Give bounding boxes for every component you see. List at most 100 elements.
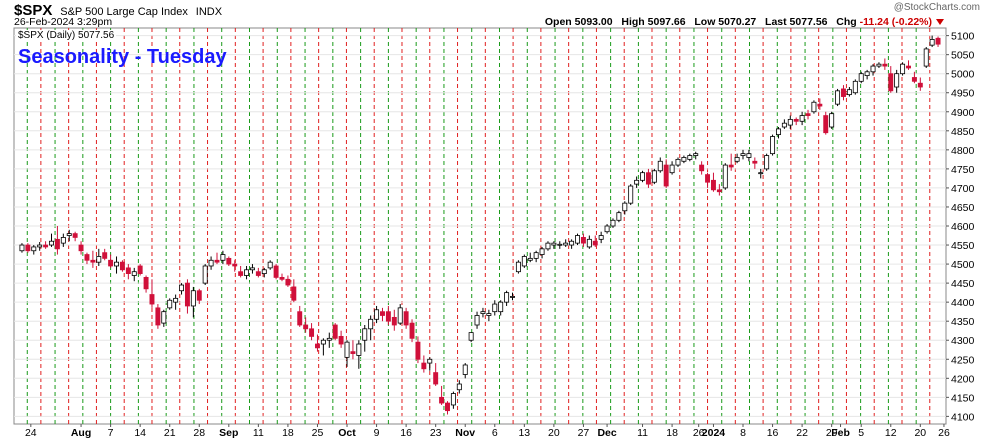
candle-down — [421, 362, 427, 370]
candle-down — [314, 343, 320, 349]
x-tick-label: 18 — [666, 427, 678, 438]
candle-up — [722, 164, 728, 189]
candle-down — [663, 164, 669, 187]
candle-down — [226, 257, 232, 265]
candle-down — [43, 244, 49, 248]
y-tick-label: 4100 — [951, 411, 975, 423]
y-tick-label: 4250 — [951, 354, 975, 366]
candle-down — [238, 271, 244, 276]
candle-up — [504, 292, 510, 303]
candle-down — [415, 341, 421, 360]
x-tick-label: 22 — [796, 427, 808, 438]
candle-down — [184, 282, 190, 307]
x-tick-label: 11 — [637, 427, 648, 438]
x-tick-label: Aug — [71, 427, 91, 438]
candle-down — [285, 278, 291, 286]
candle-up — [610, 219, 616, 227]
candle-down — [716, 189, 722, 193]
y-tick-label: 4800 — [951, 145, 975, 157]
candle-down — [332, 324, 338, 339]
candle-up — [569, 240, 575, 246]
y-tick-label: 4300 — [951, 335, 975, 347]
candle-up — [681, 157, 687, 162]
y-tick-label: 4950 — [951, 88, 975, 100]
x-tick-label: Dec — [597, 427, 616, 438]
x-tick-label: 6 — [492, 427, 498, 438]
x-axis: 24 Aug 7 14 21 28 Sep 11 18 25 Oct 9 16 23 Nov 6 13 20 27 D… — [25, 424, 950, 438]
candle-down — [439, 396, 445, 404]
low-value: 5070.27 — [718, 16, 757, 28]
low-label: Low — [694, 16, 716, 28]
candle-down — [817, 103, 823, 107]
candle-up — [740, 153, 746, 156]
symbol-name: S&P 500 Large Cap Index — [60, 6, 188, 18]
y-tick-label: 4600 — [951, 221, 975, 233]
candle-up — [764, 155, 770, 170]
x-tick-label: Feb — [831, 427, 850, 438]
candle-up — [539, 248, 545, 255]
y-tick-label: 4200 — [951, 373, 975, 385]
candle-down — [752, 160, 758, 164]
candle-up — [557, 243, 563, 246]
exchange: INDX — [195, 6, 223, 18]
x-tick-label: 26 — [938, 427, 950, 438]
candle-up — [344, 341, 350, 358]
high-value: 5097.66 — [647, 16, 686, 28]
candle-down — [78, 244, 84, 252]
x-tick-label: 5 — [858, 427, 864, 438]
y-tick-label: 5100 — [951, 31, 975, 43]
candle-up — [474, 315, 480, 326]
candle-down — [25, 244, 31, 252]
candle-up — [498, 301, 504, 313]
candle-up — [456, 383, 462, 391]
change-value: -11.24 (-0.22%) — [859, 16, 932, 28]
candle-up — [468, 332, 474, 341]
quote-date: 26-Feb-2024 3:29pm — [14, 16, 113, 28]
candle-up — [114, 261, 119, 267]
candle-up — [669, 164, 675, 174]
candle-up — [616, 212, 622, 221]
candle-down — [297, 311, 303, 326]
candle-up — [687, 155, 693, 160]
candle-down — [705, 174, 711, 183]
x-tick-label: 9 — [374, 427, 380, 438]
candlestick-series — [19, 35, 941, 415]
candle-down — [350, 351, 356, 354]
candle-up — [179, 284, 185, 292]
x-tick-label: Nov — [455, 427, 475, 438]
candle-down — [699, 164, 705, 172]
candle-up — [450, 393, 456, 406]
candle-up — [858, 73, 864, 82]
candle-up — [161, 311, 167, 324]
candle-up — [492, 303, 498, 313]
x-tick-label: 27 — [578, 427, 590, 438]
candle-up — [929, 39, 935, 46]
y-tick-label: 4900 — [951, 107, 975, 119]
x-tick-label: 2024 — [702, 427, 726, 438]
x-tick-label: 16 — [767, 427, 779, 438]
candle-down — [273, 265, 279, 278]
y-tick-label: 4150 — [951, 392, 975, 404]
y-tick-label: 4450 — [951, 278, 975, 290]
candle-down — [155, 307, 161, 326]
candle-up — [326, 337, 332, 341]
x-tick-label: Oct — [338, 427, 356, 438]
candle-up — [37, 244, 43, 248]
candle-up — [657, 160, 663, 172]
open-label: Open — [544, 16, 572, 28]
candle-down — [303, 324, 309, 330]
candle-up — [31, 246, 37, 252]
candle-up — [651, 170, 657, 183]
candle-down — [125, 267, 131, 274]
candle-down — [580, 237, 586, 244]
y-tick-label: 4850 — [951, 126, 975, 138]
candle-up — [900, 63, 906, 75]
candle-up — [249, 267, 255, 271]
y-axis: 4100 4150 4200 4250 4300 4350 4400 4450 4500 4550… — [946, 31, 975, 423]
candle-up — [49, 240, 54, 246]
candle-up — [775, 128, 781, 136]
candle-up — [462, 364, 468, 375]
y-tick-label: 4500 — [951, 259, 975, 271]
x-tick-label: 7 — [108, 427, 114, 438]
candle-down — [149, 294, 155, 305]
